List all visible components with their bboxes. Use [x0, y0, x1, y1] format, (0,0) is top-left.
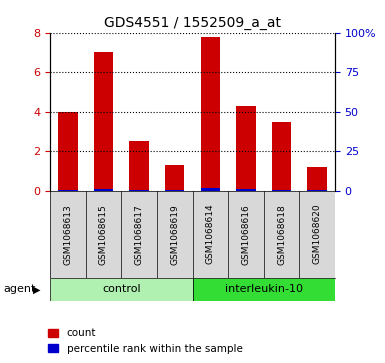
Text: interleukin-10: interleukin-10: [225, 285, 303, 294]
Bar: [236, 189, 256, 191]
Text: GSM1068620: GSM1068620: [313, 204, 321, 265]
Bar: [272, 122, 291, 191]
Bar: [272, 190, 291, 191]
Text: control: control: [102, 285, 141, 294]
Bar: [236, 106, 256, 191]
Text: GSM1068613: GSM1068613: [64, 204, 72, 265]
Bar: [58, 190, 78, 191]
Text: GSM1068614: GSM1068614: [206, 204, 215, 265]
Text: GSM1068616: GSM1068616: [241, 204, 250, 265]
Bar: [94, 52, 113, 191]
Text: ▶: ▶: [33, 285, 40, 294]
Bar: [50, 278, 192, 301]
Text: GSM1068619: GSM1068619: [170, 204, 179, 265]
Bar: [94, 189, 113, 191]
Bar: [201, 37, 220, 191]
Title: GDS4551 / 1552509_a_at: GDS4551 / 1552509_a_at: [104, 16, 281, 30]
Text: agent: agent: [4, 285, 36, 294]
Bar: [192, 278, 335, 301]
Bar: [58, 112, 78, 191]
Text: GSM1068618: GSM1068618: [277, 204, 286, 265]
Bar: [307, 167, 327, 191]
Text: GSM1068617: GSM1068617: [135, 204, 144, 265]
Bar: [165, 165, 184, 191]
Legend: count, percentile rank within the sample: count, percentile rank within the sample: [44, 324, 247, 358]
Text: GSM1068615: GSM1068615: [99, 204, 108, 265]
Bar: [201, 188, 220, 191]
Bar: [129, 190, 149, 191]
Bar: [129, 141, 149, 191]
